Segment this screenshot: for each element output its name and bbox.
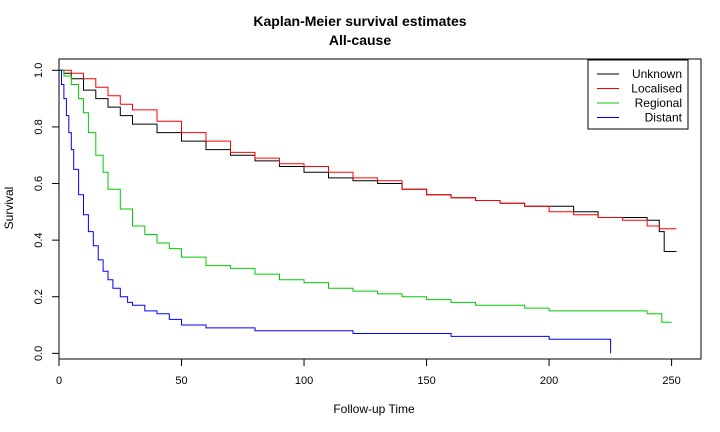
x-tick-label: 150: [417, 375, 435, 387]
y-tick-label: 0.0: [33, 346, 45, 361]
y-tick-label: 0.2: [33, 289, 45, 304]
x-tick-label: 50: [175, 375, 187, 387]
series-localised-line: [59, 69, 677, 230]
x-tick-label: 200: [540, 375, 558, 387]
y-axis-title: Survival: [2, 187, 16, 230]
series-regional-line: [59, 69, 672, 323]
legend-label: Unknown: [632, 67, 682, 81]
legend-label: Distant: [645, 111, 683, 125]
y-tick-label: 0.8: [33, 119, 45, 134]
x-tick-label: 250: [662, 375, 680, 387]
chart-subtitle: All-cause: [329, 32, 391, 48]
x-tick-label: 0: [56, 375, 62, 387]
y-tick-label: 0.6: [33, 176, 45, 191]
x-tick-label: 100: [295, 375, 313, 387]
y-tick-label: 0.4: [33, 232, 45, 247]
series-layer: [59, 69, 677, 354]
legend-label: Localised: [631, 82, 682, 96]
legend-label: Regional: [635, 96, 682, 110]
series-unknown-line: [59, 69, 677, 252]
series-distant-line: [59, 69, 612, 354]
y-tick-label: 1.0: [33, 63, 45, 78]
x-axis-title: Follow-up Time: [333, 402, 415, 416]
chart-title: Kaplan-Meier survival estimates: [253, 13, 466, 29]
axes: 0 50 100 150 200 250 0.0 0.2 0.4 0.6 0.8 1.0: [33, 63, 681, 387]
